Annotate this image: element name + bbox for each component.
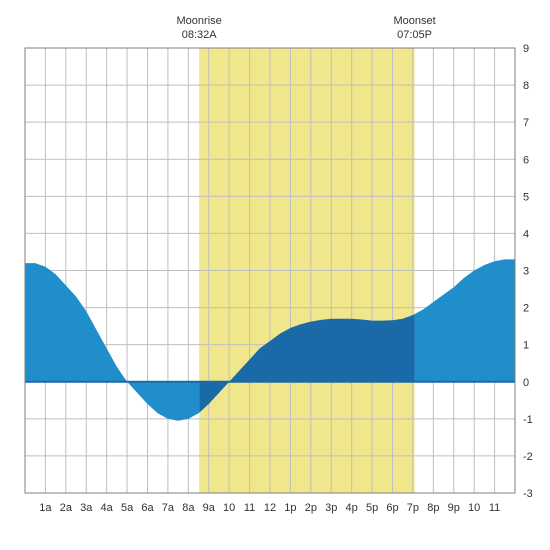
x-tick-label: 5p (366, 502, 378, 514)
x-tick-label: 9p (448, 502, 460, 514)
y-tick-label: 6 (523, 154, 529, 166)
x-tick-label: 11 (244, 502, 255, 514)
moonrise-time: 08:32A (182, 29, 218, 41)
x-tick-label: 7a (162, 502, 175, 514)
y-tick-label: -3 (523, 488, 533, 500)
moonset-time: 07:05P (397, 29, 432, 41)
x-tick-label: 1p (284, 502, 296, 514)
y-tick-label: 7 (523, 117, 529, 129)
y-tick-label: 2 (523, 303, 529, 315)
chart-svg: -3-2-101234567891a2a3a4a5a6a7a8a9a101112… (10, 10, 540, 540)
x-tick-label: 8p (427, 502, 439, 514)
y-tick-label: 0 (523, 377, 529, 389)
x-tick-label: 12 (264, 502, 276, 514)
y-tick-label: 9 (523, 43, 529, 55)
moonset-label: Moonset (393, 15, 435, 27)
x-tick-label: 6a (141, 502, 154, 514)
y-tick-label: 3 (523, 266, 529, 278)
x-tick-label: 3p (325, 502, 337, 514)
y-tick-label: 5 (523, 191, 529, 203)
x-tick-label: 10 (223, 502, 235, 514)
x-tick-label: 3a (80, 502, 93, 514)
x-tick-label: 2p (305, 502, 317, 514)
x-tick-label: 6p (386, 502, 398, 514)
y-tick-label: -2 (523, 451, 533, 463)
y-tick-label: 8 (523, 80, 529, 92)
x-tick-label: 4p (346, 502, 358, 514)
y-tick-label: 1 (523, 340, 529, 352)
y-tick-label: 4 (523, 228, 529, 240)
x-tick-label: 10 (468, 502, 480, 514)
x-tick-label: 7p (407, 502, 419, 514)
y-tick-label: -1 (523, 414, 533, 426)
x-tick-label: 2a (60, 502, 73, 514)
x-tick-label: 11 (489, 502, 500, 514)
moonrise-label: Moonrise (177, 15, 222, 27)
x-tick-label: 8a (182, 502, 195, 514)
x-tick-label: 5a (121, 502, 134, 514)
tide-chart: -3-2-101234567891a2a3a4a5a6a7a8a9a101112… (10, 10, 540, 540)
x-tick-label: 4a (101, 502, 114, 514)
x-tick-label: 1a (39, 502, 52, 514)
x-tick-label: 9a (203, 502, 216, 514)
